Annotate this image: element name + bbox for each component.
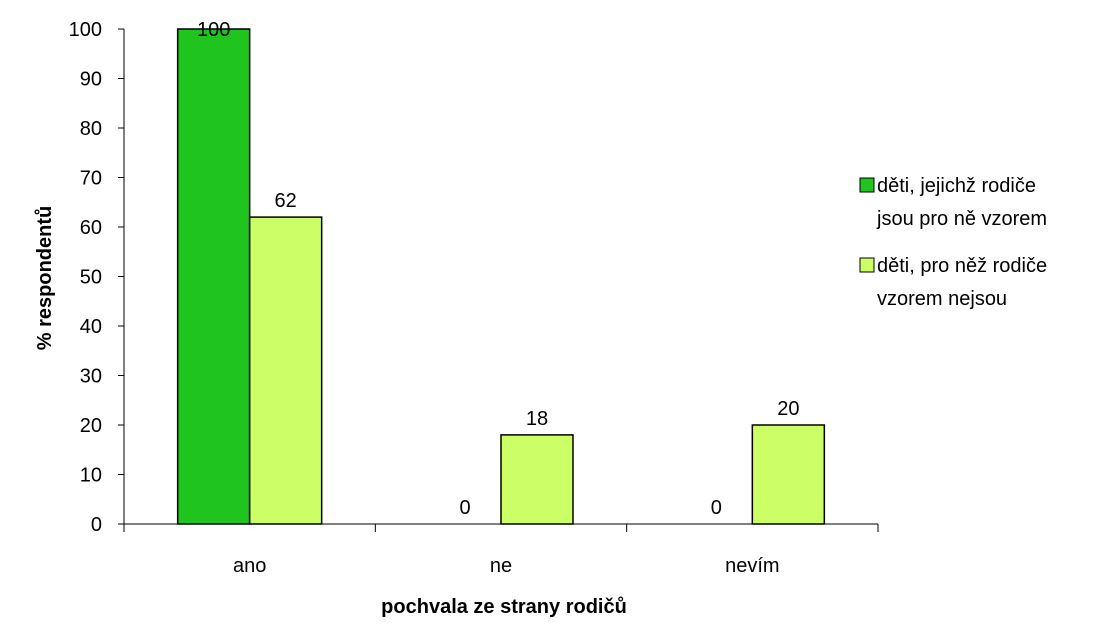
- bar: [751, 424, 826, 525]
- legend-label: děti, pro něž rodiče vzorem nejsou: [877, 255, 1047, 310]
- legend-swatch: [859, 177, 875, 193]
- data-label: 0: [711, 497, 722, 519]
- y-tick-label: 70: [80, 168, 102, 190]
- data-labels: 100 0 0 62 18 20: [197, 19, 799, 519]
- y-tick-label: 40: [80, 316, 102, 338]
- bars: [176, 28, 826, 525]
- y-tick-label: 50: [80, 267, 102, 289]
- legend: děti, jejichž rodiče jsou pro ně vzoremdě…: [859, 175, 1047, 310]
- y-tick-label: 90: [80, 69, 102, 91]
- bar: [176, 28, 251, 525]
- legend-swatch: [859, 257, 875, 273]
- legend-label-line: jsou pro ně vzorem: [876, 208, 1047, 230]
- y-tick-label: 0: [91, 514, 102, 536]
- x-axis: ano ne nevím: [123, 523, 879, 577]
- data-label: 100: [197, 19, 230, 41]
- bar: [500, 434, 574, 525]
- y-tick-label: 20: [80, 415, 102, 437]
- data-label: 18: [526, 408, 548, 430]
- data-label: 62: [275, 190, 297, 212]
- x-tick-label: nevím: [725, 555, 779, 577]
- legend-label-line: děti, jejichž rodiče: [877, 175, 1036, 197]
- y-tick-label: 10: [80, 465, 102, 487]
- y-tick-label: 30: [80, 366, 102, 388]
- legend-label-line: vzorem nejsou: [877, 288, 1007, 310]
- legend-label: děti, jejichž rodiče jsou pro ně vzorem: [876, 175, 1047, 230]
- y-tick-label: 80: [80, 118, 102, 140]
- x-tick-label: ne: [490, 555, 512, 577]
- data-label: 20: [777, 398, 799, 420]
- y-tick-label: 60: [80, 217, 102, 239]
- bar: [248, 216, 323, 525]
- legend-label-line: děti, pro něž rodiče: [877, 255, 1047, 277]
- x-axis-title: pochvala ze strany rodičů: [381, 596, 627, 618]
- y-tick-label: 100: [69, 19, 102, 41]
- data-label: 0: [459, 497, 470, 519]
- y-axis: 0 10 20 30 40 50 60 70 80 90 100: [69, 19, 125, 536]
- y-axis-title: % respondentů: [34, 206, 56, 350]
- x-tick-label: ano: [233, 555, 266, 577]
